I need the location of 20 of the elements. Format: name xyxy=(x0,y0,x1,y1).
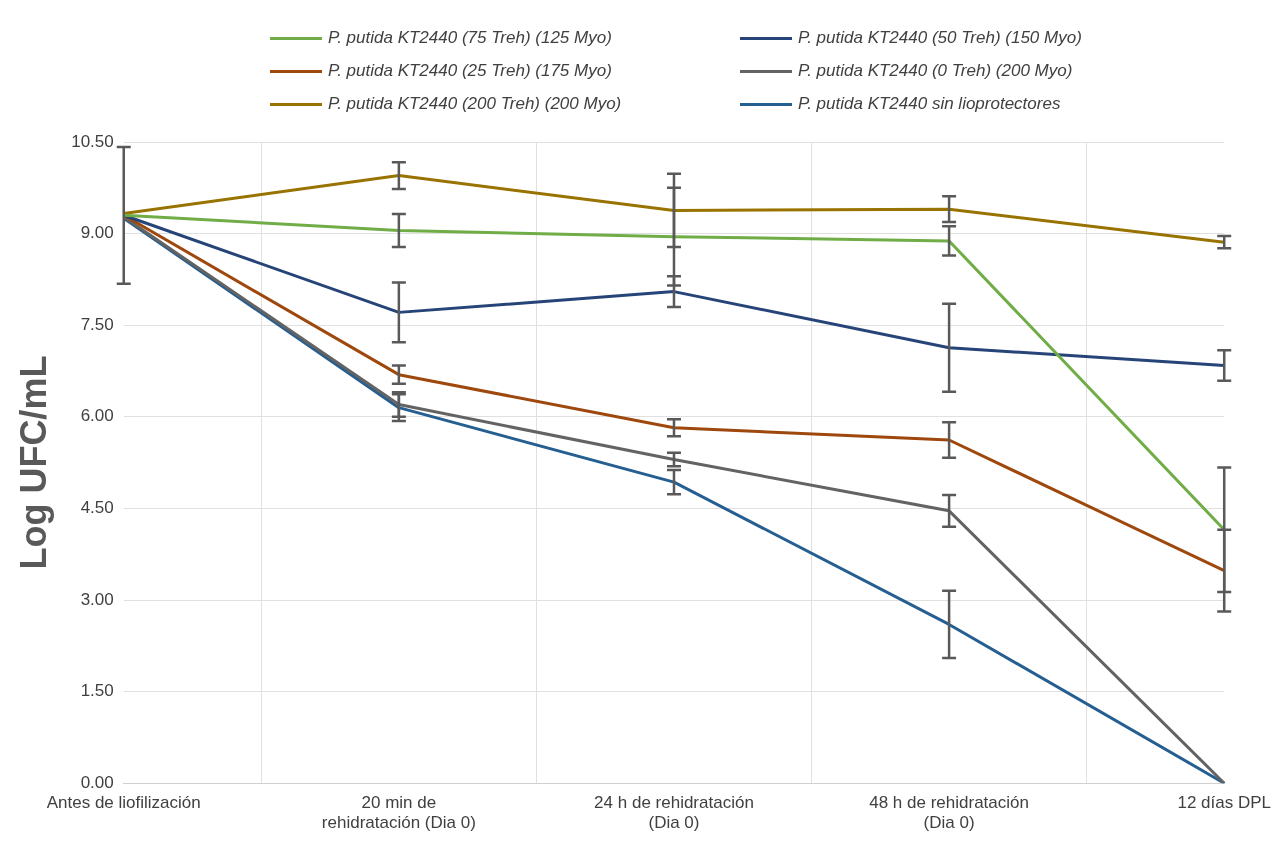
legend-label: P. putida KT2440 (50 Treh) (150 Myo) xyxy=(798,28,1082,48)
y-tick-label: 0.00 xyxy=(80,772,114,792)
y-tick-label: 10.50 xyxy=(71,131,114,151)
x-tick-label: Antes de liofilización xyxy=(46,793,201,813)
y-tick-label: 9.00 xyxy=(80,223,114,243)
legend-label: P. putida KT2440 (0 Treh) (200 Myo) xyxy=(798,61,1073,81)
y-tick-label: 1.50 xyxy=(80,681,114,701)
y-tick-label: 7.50 xyxy=(80,314,114,334)
x-tick-label: 48 h de rehidratación (Dia 0) xyxy=(869,793,1029,833)
x-tick-label: 24 h de rehidratación (Dia 0) xyxy=(594,793,754,833)
legend-label: P. putida KT2440 (25 Treh) (175 Myo) xyxy=(328,61,612,81)
y-tick-label: 4.50 xyxy=(80,498,114,518)
y-axis-title: Log UFC/mL xyxy=(12,355,54,570)
y-tick-label: 6.00 xyxy=(80,406,114,426)
legend-label: P. putida KT2440 (75 Treh) (125 Myo) xyxy=(328,28,612,48)
legend-label: P. putida KT2440 sin lioprotectores xyxy=(798,94,1061,114)
x-tick-label: 12 días DPL xyxy=(1177,793,1271,813)
y-tick-label: 3.00 xyxy=(80,589,114,609)
x-tick-label: 20 min de rehidratación (Dia 0) xyxy=(321,793,476,833)
legend-label: P. putida KT2440 (200 Treh) (200 Myo) xyxy=(328,94,622,114)
